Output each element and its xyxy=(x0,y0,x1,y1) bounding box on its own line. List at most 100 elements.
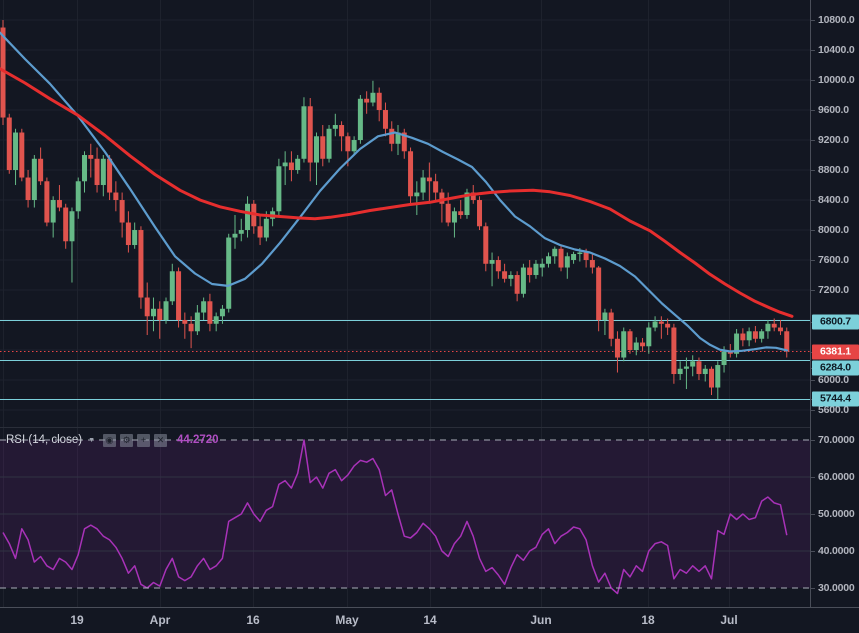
candle-body xyxy=(784,331,790,352)
chevron-down-icon[interactable]: ▼ xyxy=(88,436,95,444)
candle-body xyxy=(50,200,56,223)
candle-body xyxy=(301,106,307,159)
candle-body xyxy=(132,230,138,246)
candle-body xyxy=(150,308,156,317)
candle-body xyxy=(320,136,326,159)
candle-body xyxy=(207,301,213,324)
axis-tick xyxy=(811,588,815,589)
candle-body xyxy=(596,267,602,321)
candle-body xyxy=(583,252,589,261)
candle-body xyxy=(107,158,113,193)
axis-tick xyxy=(811,440,815,441)
candle-body xyxy=(38,158,44,182)
last-price-label: 6381.1 xyxy=(812,344,859,360)
candle-body xyxy=(113,192,119,201)
candle-body xyxy=(589,260,595,268)
rsi-current-value: 44.2720 xyxy=(177,434,219,446)
candle-body xyxy=(658,321,664,324)
candle-body xyxy=(627,331,633,351)
candle-body xyxy=(263,218,269,238)
price-axis-label: 8400.0 xyxy=(818,194,849,207)
candle-body xyxy=(527,267,533,276)
time-axis-label: 16 xyxy=(246,613,260,627)
plus-icon[interactable]: + xyxy=(137,433,150,447)
axis-tick xyxy=(811,514,815,515)
candle-body xyxy=(470,192,476,201)
visibility-icon[interactable]: ◉ xyxy=(103,433,116,447)
rsi-axis-label: 60.0000 xyxy=(818,471,855,483)
candle-body xyxy=(495,260,501,272)
candle-body xyxy=(382,110,388,129)
candle-body xyxy=(238,230,244,234)
candle-body xyxy=(502,271,508,279)
candle-body xyxy=(282,162,288,167)
candle-body xyxy=(295,158,301,171)
candle-body xyxy=(138,230,144,298)
candle-body xyxy=(671,327,677,375)
candle-body xyxy=(665,323,671,328)
price-axis-label: 9600.0 xyxy=(818,104,849,117)
axis-tick xyxy=(811,110,815,112)
candle-body xyxy=(640,342,646,347)
candle-body xyxy=(69,211,75,242)
candle-body xyxy=(25,177,31,201)
axis-tick xyxy=(811,50,815,52)
candle-body xyxy=(389,128,395,144)
candle-body xyxy=(332,125,338,129)
price-axis-label: 7200.0 xyxy=(818,284,849,297)
time-axis-label: Jul xyxy=(720,613,738,627)
time-axis-label: Jun xyxy=(530,613,552,627)
candle-body xyxy=(163,301,169,321)
price-axis-label: 10400.0 xyxy=(818,44,855,57)
candle-body xyxy=(558,248,564,268)
candle-body xyxy=(709,368,715,388)
price-axis[interactable]: 10800.0 10400.0 10000.0 9600.0 9200.0 8800.0 8… xyxy=(810,0,859,607)
candle-body xyxy=(552,248,558,257)
candle-body xyxy=(577,252,583,255)
candle-body xyxy=(232,233,238,238)
candle-body xyxy=(646,327,652,347)
axis-tick xyxy=(811,200,815,202)
rsi-axis-label: 70.0000 xyxy=(818,434,855,446)
candle-body xyxy=(514,275,520,294)
level-price-label: 6284.0 xyxy=(812,360,859,376)
axis-tick xyxy=(811,290,815,292)
candle-body xyxy=(445,203,451,223)
candle-body xyxy=(477,200,483,227)
candle-body xyxy=(357,98,363,141)
candle-body xyxy=(314,136,319,163)
ma-blue-line xyxy=(0,31,789,353)
gear-icon[interactable]: ⚙ xyxy=(120,433,133,447)
axis-tick xyxy=(811,410,815,412)
candle-body xyxy=(125,222,131,246)
axis-tick xyxy=(811,140,815,142)
price-axis-label: 10800.0 xyxy=(818,14,855,27)
candle-body xyxy=(201,301,207,313)
candle-body xyxy=(88,155,94,159)
candle-body xyxy=(44,181,50,223)
candle-body xyxy=(533,263,539,276)
price-axis-label: 8000.0 xyxy=(818,224,849,237)
candle-body xyxy=(614,338,620,358)
rsi-line xyxy=(2,439,788,595)
candle-body xyxy=(6,117,12,171)
candle-body xyxy=(257,226,263,238)
candle-body xyxy=(483,226,489,264)
candle-body xyxy=(307,106,313,163)
axis-tick xyxy=(811,477,815,478)
axis-tick xyxy=(811,170,815,172)
candle-body xyxy=(395,132,401,144)
candle-body xyxy=(345,136,351,152)
candle-body xyxy=(75,181,81,212)
close-icon[interactable]: ✕ xyxy=(154,433,167,447)
price-axis-label: 5600.0 xyxy=(818,404,849,417)
candle-body xyxy=(56,200,62,208)
candle-body xyxy=(545,256,551,264)
candle-body xyxy=(276,166,282,212)
candle-body xyxy=(401,132,407,152)
time-axis-label: 18 xyxy=(641,613,655,627)
chart-plot-area[interactable] xyxy=(0,0,810,607)
candle-body xyxy=(464,192,470,216)
axis-tick xyxy=(811,80,815,82)
